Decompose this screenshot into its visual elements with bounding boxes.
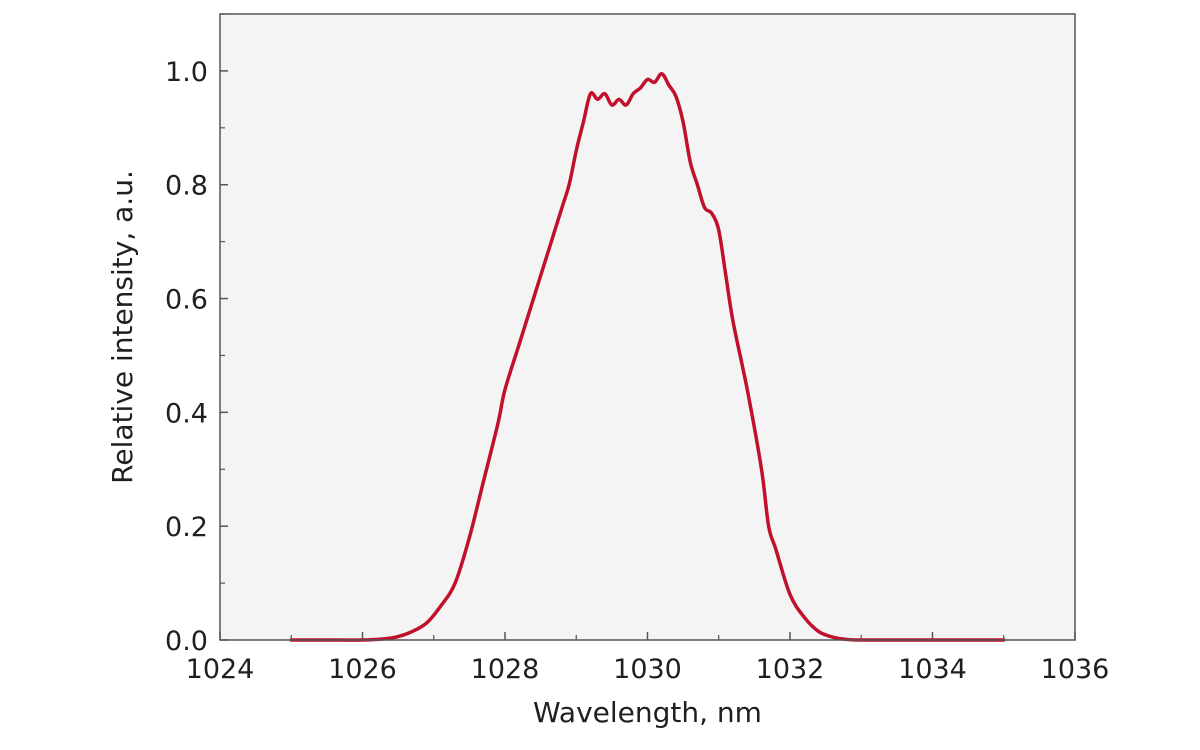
y-tick-label: 1.0 [165, 57, 208, 88]
y-tick-label: 0.4 [165, 398, 208, 429]
x-axis-title: Wavelength, nm [533, 696, 762, 729]
series-layer [289, 72, 1006, 642]
y-axis-ticks: 0.0 0.2 0.4 0.6 0.8 1.0 [165, 13, 228, 657]
x-axis-ticks: 1024 1026 1028 1030 1032 1034 1036 [186, 632, 1110, 685]
y-axis-title: Relative intensity, a.u. [106, 170, 139, 484]
y-tick-label: 0.6 [165, 285, 208, 316]
x-tick-label: 1032 [756, 654, 825, 685]
x-tick-label: 1036 [1041, 654, 1110, 685]
plot-area [220, 14, 1075, 640]
x-tick-label: 1026 [328, 654, 397, 685]
y-tick-label: 0.8 [165, 171, 208, 202]
series-line [289, 72, 1006, 642]
x-tick-label: 1034 [898, 654, 967, 685]
x-tick-label: 1024 [186, 654, 255, 685]
plot-frame [219, 13, 1076, 641]
y-tick-label: 0.2 [165, 512, 208, 543]
x-tick-label: 1030 [613, 654, 682, 685]
x-tick-label: 1028 [471, 654, 540, 685]
y-tick-label: 0.0 [165, 626, 208, 657]
